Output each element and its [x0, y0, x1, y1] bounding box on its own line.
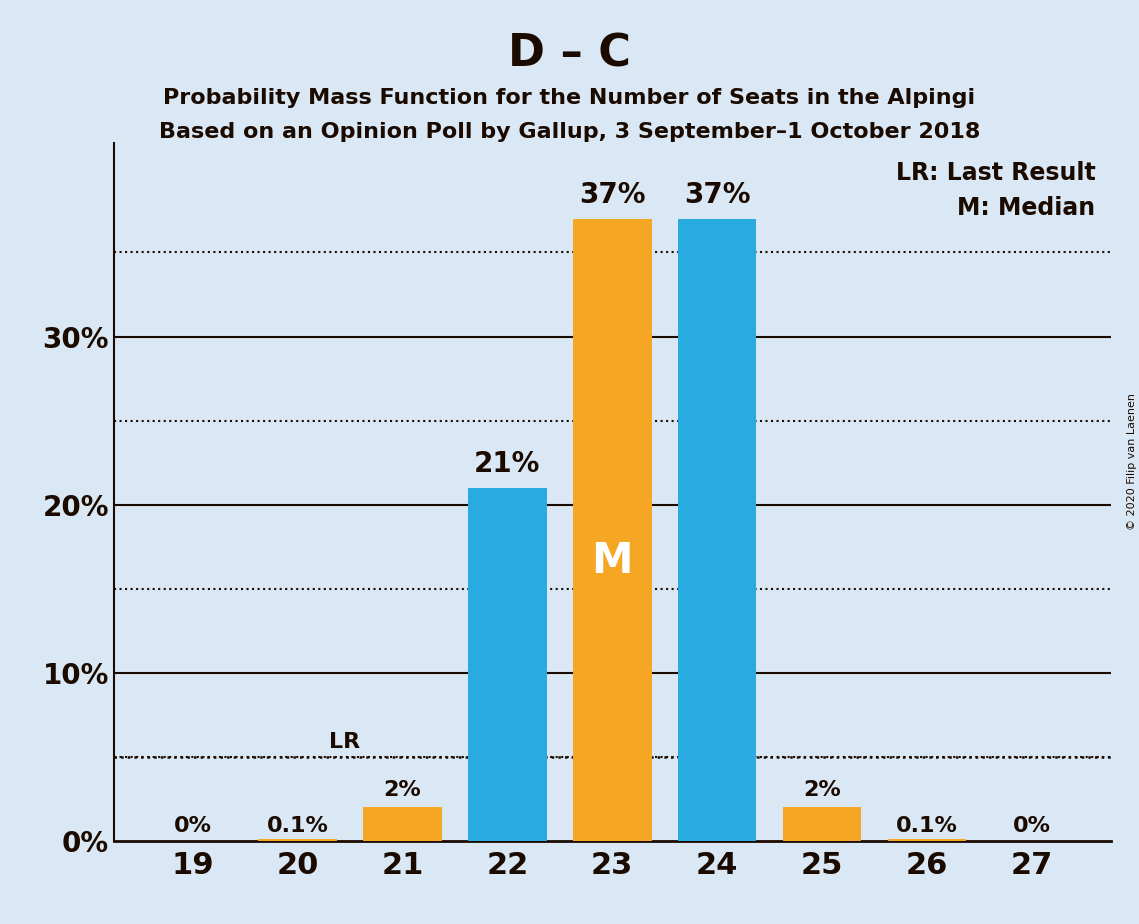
Bar: [678, 219, 756, 841]
Bar: [782, 808, 861, 841]
Bar: [259, 839, 337, 841]
Text: D – C: D – C: [508, 32, 631, 76]
Text: M: M: [591, 540, 633, 582]
Text: Based on an Opinion Poll by Gallup, 3 September–1 October 2018: Based on an Opinion Poll by Gallup, 3 Se…: [158, 122, 981, 142]
Text: 37%: 37%: [579, 181, 646, 209]
Text: LR: Last Result: LR: Last Result: [896, 161, 1096, 185]
Bar: [573, 219, 652, 841]
Text: Probability Mass Function for the Number of Seats in the Alpingi: Probability Mass Function for the Number…: [163, 88, 976, 108]
Bar: [887, 839, 966, 841]
Text: © 2020 Filip van Laenen: © 2020 Filip van Laenen: [1126, 394, 1137, 530]
Text: 21%: 21%: [474, 450, 541, 478]
Text: LR: LR: [329, 732, 360, 752]
Text: 0.1%: 0.1%: [896, 816, 958, 836]
Text: 0%: 0%: [173, 816, 212, 836]
Text: M: Median: M: Median: [958, 196, 1096, 220]
Text: 37%: 37%: [683, 181, 751, 209]
Bar: [468, 488, 547, 841]
Text: 2%: 2%: [803, 781, 841, 800]
Text: 0.1%: 0.1%: [267, 816, 328, 836]
Bar: [363, 808, 442, 841]
Text: 0%: 0%: [1013, 816, 1051, 836]
Text: 2%: 2%: [384, 781, 421, 800]
